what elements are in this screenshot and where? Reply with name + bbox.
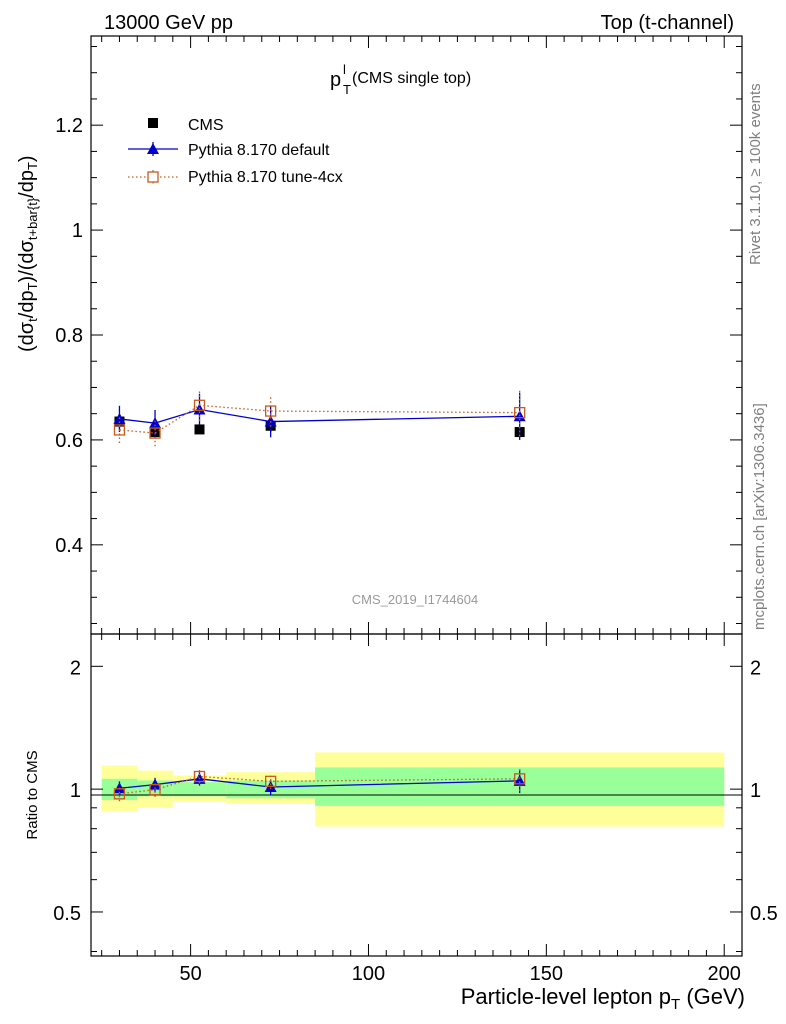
legend-entry-cms: CMS <box>148 117 224 134</box>
ratio-series-line <box>119 775 520 795</box>
data-point-pythia-4cx <box>193 399 206 411</box>
ratio-point-pythia-4cx <box>264 775 277 787</box>
data-point-pythia-4cx <box>113 424 126 436</box>
ratio-panel: 0.5 0.5 1 1 2 2 50 100 150 200 Ratio to CMS <box>24 633 778 985</box>
data-point-pythia-4cx <box>149 427 161 439</box>
xlabel: Particle-level lepton pT (GeV) <box>461 984 745 1013</box>
data-point-pythia-default <box>264 415 277 427</box>
legend-marker-cms <box>148 118 158 128</box>
ratio-ytick-label: 2 <box>70 657 81 679</box>
ratio-series <box>113 767 526 802</box>
ratio-point-pythia-4cx <box>193 770 206 783</box>
plot-title-sub: T <box>343 82 351 97</box>
header-right: Top (t-channel) <box>601 12 734 34</box>
legend-marker-pythia-default <box>147 143 159 154</box>
ratio-band-inner <box>172 782 227 797</box>
ratio-ytick-label-right: 2 <box>750 657 761 679</box>
analysis-watermark: CMS_2019_I1744604 <box>352 592 479 607</box>
ratio-point-pythia-4cx <box>113 788 126 800</box>
main-ticks: 0.4 0.6 0.8 1 1.2 <box>55 36 743 634</box>
data-point-pythia-4cx <box>514 406 526 419</box>
plot-title-rest: (CMS single top) <box>352 70 471 87</box>
main-series <box>113 389 526 447</box>
header-left: 13000 GeV pp <box>104 12 233 34</box>
xtick-label: 50 <box>179 963 201 985</box>
ratio-ticks: 0.5 0.5 1 1 2 2 50 100 150 200 <box>53 634 778 985</box>
mcplots-label: mcplots.cern.ch [arXiv:1306.3436] <box>751 403 768 630</box>
legend-entry-pythia-4cx: Pythia 8.170 tune-4cx <box>128 169 343 186</box>
data-point-pythia-4cx <box>264 405 277 417</box>
xtick-label: 200 <box>708 963 741 985</box>
ratio-point-pythia-4cx <box>149 784 161 796</box>
legend-label-cms: CMS <box>188 117 224 134</box>
ratio-ytick-label: 1 <box>70 780 81 802</box>
ratio-frame <box>90 633 743 957</box>
ratio-ytick-label-right: 1 <box>750 780 761 802</box>
rivet-label: Rivet 3.1.10, ≥ 100k events <box>747 83 764 265</box>
legend-label-pythia-4cx: Pythia 8.170 tune-4cx <box>188 169 343 186</box>
main-ytick-label: 0.6 <box>55 430 83 452</box>
legend-entry-pythia-default: Pythia 8.170 default <box>128 142 330 159</box>
main-ytick-label: 0.8 <box>55 325 83 347</box>
ratio-ytick-label: 0.5 <box>53 903 81 925</box>
ratio-point-pythia-4cx <box>514 773 526 785</box>
legend-marker-pythia-4cx <box>147 171 159 183</box>
legend-label-pythia-default: Pythia 8.170 default <box>188 142 330 159</box>
data-point-cms <box>194 424 205 435</box>
legend: CMS Pythia 8.170 default Pythia 8.170 tu… <box>128 117 343 186</box>
series-line <box>119 404 520 434</box>
data-point-pythia-default <box>149 417 162 429</box>
plot-title-main: p <box>330 69 341 91</box>
plot-title-sup: l <box>343 62 346 77</box>
main-ytick-label: 1.2 <box>55 115 83 137</box>
main-ylabel: (dσt/dpT)/(dσt+bar{t}/dpT) <box>16 155 40 352</box>
main-ytick-label: 1 <box>72 220 83 242</box>
ratio-ylabel: Ratio to CMS <box>24 750 41 839</box>
ratio-point-pythia-default <box>513 774 526 786</box>
ratio-bands <box>101 752 725 827</box>
main-ytick-label: 0.4 <box>55 535 83 557</box>
xtick-label: 100 <box>352 963 385 985</box>
main-panel: 0.4 0.6 0.8 1 1.2 p l T (CMS single top) CMS… <box>16 35 743 635</box>
ratio-ytick-label-right: 0.5 <box>750 903 778 925</box>
xtick-label: 150 <box>530 963 563 985</box>
